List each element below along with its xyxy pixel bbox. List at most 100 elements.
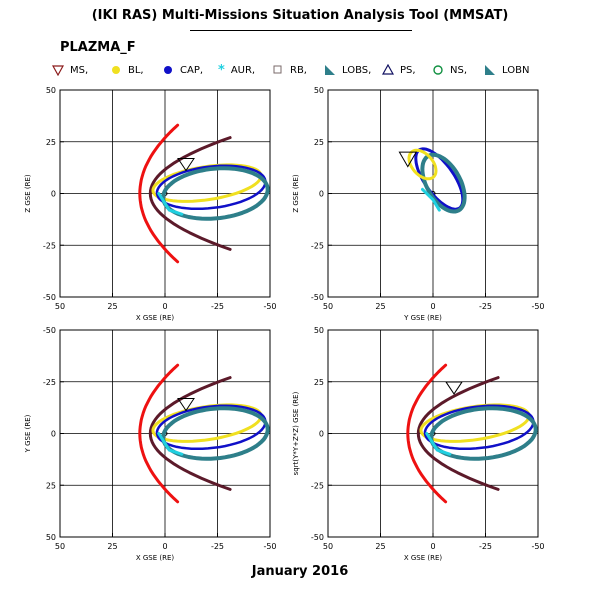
x-tick-label: 25 (375, 542, 385, 551)
legend-item-rb: RB, (272, 60, 307, 80)
orbit-trace-cap (423, 404, 535, 451)
y-tick-label: 50 (46, 86, 56, 95)
ms-marker (445, 381, 463, 395)
y-tick-label: 50 (314, 86, 324, 95)
legend-label: AUR, (230, 64, 256, 76)
y-tick-label: 0 (319, 430, 324, 439)
y-axis-label: sqrt(Y*Y+Z*Z) GSE (RE) (292, 391, 300, 475)
legend-item-aur: * AUR, (218, 60, 255, 80)
orbit-trace-aur (157, 192, 184, 216)
magnetopause-boundary (138, 363, 180, 504)
x-tick-label: 0 (162, 542, 167, 551)
y-tick-label: -50 (43, 326, 56, 335)
x-tick-label: 0 (430, 542, 435, 551)
ps-marker (398, 151, 418, 168)
x-tick-label: 25 (107, 542, 117, 551)
legend-item-cap: CAP, (162, 60, 203, 80)
triangle-filled-icon (485, 65, 495, 75)
x-tick-label: 0 (162, 302, 167, 311)
x-tick-label: 50 (323, 542, 333, 551)
circle-icon (112, 66, 120, 74)
magnetosheath-boundary (148, 376, 232, 491)
y-tick-label: 25 (46, 138, 56, 147)
y-tick-label: 25 (46, 481, 56, 490)
magnetopause-boundary (138, 123, 180, 264)
square-icon (273, 65, 282, 74)
y-tick-label: -50 (311, 293, 324, 302)
legend-item-ns: NS, (432, 60, 467, 80)
legend-label: PS, (400, 64, 416, 76)
x-tick-label: 25 (107, 302, 117, 311)
magnetopause-boundary (406, 363, 448, 504)
x-tick-label: 0 (430, 302, 435, 311)
circle-open-icon (433, 65, 443, 75)
legend-label: NS, (450, 64, 468, 76)
y-tick-label: -25 (311, 241, 324, 250)
orbit-trace-aur (425, 432, 452, 456)
orbit-trace-lobe (420, 152, 467, 214)
y-axis-label: Y GSE (RE) (24, 414, 32, 453)
y-tick-label: -25 (311, 481, 324, 490)
y-tick-label: 50 (46, 533, 56, 542)
triangle-filled-icon (325, 65, 335, 75)
dataset-label: PLAZMA_F (60, 40, 136, 55)
y-tick-label: -25 (43, 241, 56, 250)
legend-label: RB, (290, 64, 307, 76)
x-axis-label: X GSE (RE) (136, 314, 175, 322)
y-axis-label: Z GSE (RE) (24, 174, 32, 213)
circle-icon (164, 66, 172, 74)
x-axis-label: X GSE (RE) (136, 554, 175, 562)
triangle-up-icon (382, 64, 394, 75)
y-tick-label: 0 (319, 190, 324, 199)
x-tick-label: -25 (211, 542, 224, 551)
legend-item-ms: MS, (52, 60, 88, 80)
legend-label: LOBS, (342, 64, 372, 76)
legend-item-ps: PS, (382, 60, 416, 80)
y-tick-label: 25 (314, 378, 324, 387)
y-tick-label: 0 (51, 190, 56, 199)
legend-item-bl: BL, (110, 60, 144, 80)
y-tick-label: 0 (51, 430, 56, 439)
orbit-trace-aur (421, 187, 441, 212)
x-tick-label: -50 (531, 302, 544, 311)
legend-label: LOBN (502, 64, 530, 76)
orbit-trace-cap (155, 164, 267, 211)
legend-label: CAP, (180, 64, 204, 76)
x-tick-label: -50 (263, 302, 276, 311)
legend: MS, BL, CAP, * AUR, RB, LOBS, PS, NS, LOB… (52, 60, 600, 80)
orbit-trace-aur (157, 432, 184, 456)
orbit-trace-bl (407, 148, 438, 181)
triangle-down-icon (52, 65, 64, 76)
legend-label: MS, (70, 64, 89, 76)
y-tick-label: -50 (311, 533, 324, 542)
legend-item-lobs: LOBS, (324, 60, 371, 80)
y-tick-label: 50 (314, 326, 324, 335)
ms-marker (177, 158, 195, 172)
x-tick-label: 50 (323, 302, 333, 311)
y-tick-label: -25 (43, 378, 56, 387)
title-underline (190, 30, 412, 31)
ms-marker (177, 398, 195, 412)
x-tick-label: -50 (531, 542, 544, 551)
x-tick-label: -50 (263, 542, 276, 551)
y-tick-label: 25 (314, 138, 324, 147)
footer-date: January 2016 (251, 564, 349, 579)
x-tick-label: -25 (211, 302, 224, 311)
magnetosheath-boundary (416, 376, 500, 491)
orbit-trace-cap (155, 404, 267, 451)
asterisk-icon: * (218, 62, 225, 78)
x-tick-label: 50 (55, 542, 65, 551)
x-tick-label: 25 (375, 302, 385, 311)
x-tick-label: -25 (479, 302, 492, 311)
y-tick-label: -50 (43, 293, 56, 302)
y-axis-label: Z GSE (RE) (292, 174, 300, 213)
page-title: (IKI RAS) Multi-Missions Situation Analy… (91, 8, 509, 23)
legend-label: BL, (128, 64, 144, 76)
magnetosheath-boundary (148, 136, 232, 251)
x-axis-label: X GSE (RE) (404, 554, 443, 562)
x-tick-label: 50 (55, 302, 65, 311)
x-axis-label: Y GSE (RE) (403, 314, 442, 322)
x-tick-label: -25 (479, 542, 492, 551)
